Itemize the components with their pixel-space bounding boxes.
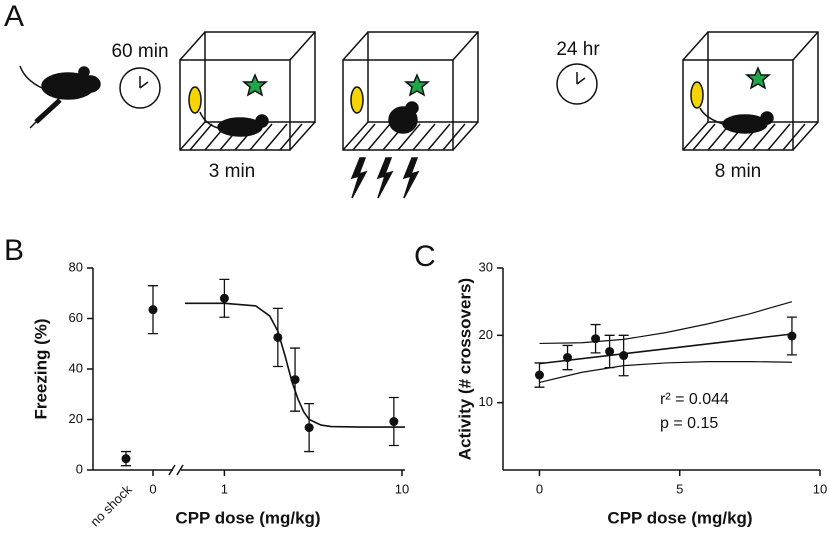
confidence-band: [539, 301, 793, 345]
data-point: [619, 351, 629, 361]
y-tick-label: 30: [479, 259, 493, 274]
data-point: [534, 370, 544, 380]
schematic: [19, 31, 819, 199]
data-point: [787, 331, 797, 341]
y-axis-label: Activity (# crossovers): [455, 278, 474, 460]
category-label: 0: [149, 481, 156, 496]
data-point: [389, 417, 399, 427]
data-point: [148, 305, 158, 315]
data-point: [605, 346, 615, 356]
time-label: 3 min: [209, 161, 255, 182]
x-axis-label: CPP dose (mg/kg): [175, 508, 320, 527]
x-tick-label: 10: [395, 481, 409, 496]
category-label: no shock: [87, 482, 135, 530]
y-axis-label: Freezing (%): [31, 318, 50, 419]
panel-label: A: [4, 0, 24, 33]
fit-line: [539, 333, 793, 365]
panel-label: B: [4, 234, 24, 267]
x-axis-label: CPP dose (mg/kg): [607, 508, 752, 527]
x-tick-label: 1: [221, 481, 228, 496]
x-tick-label: 5: [676, 481, 683, 496]
y-tick-label: 20: [69, 411, 83, 426]
data-point: [219, 293, 229, 303]
data-point: [563, 353, 573, 363]
y-tick-label: 40: [69, 360, 83, 375]
y-tick-label: 10: [479, 394, 493, 409]
axis-break: [168, 464, 184, 476]
confidence-band: [539, 360, 792, 384]
y-tick-label: 80: [69, 259, 83, 274]
time-label: 8 min: [715, 161, 761, 182]
x-tick-label: 10: [813, 481, 827, 496]
time-label: 24 hr: [556, 39, 600, 60]
data-point: [304, 423, 314, 433]
y-tick-label: 20: [479, 327, 493, 342]
time-label: 60 min: [111, 41, 168, 62]
data-point: [591, 334, 601, 344]
data-point: [273, 332, 283, 342]
x-tick-label: 0: [536, 481, 543, 496]
annotation: p = 0.15: [660, 415, 718, 432]
annotation: r² = 0.044: [660, 391, 729, 408]
y-tick-label: 0: [76, 461, 83, 476]
y-tick-label: 60: [69, 310, 83, 325]
data-point: [121, 454, 131, 464]
data-point: [290, 375, 300, 385]
panel-label: C: [414, 240, 436, 273]
